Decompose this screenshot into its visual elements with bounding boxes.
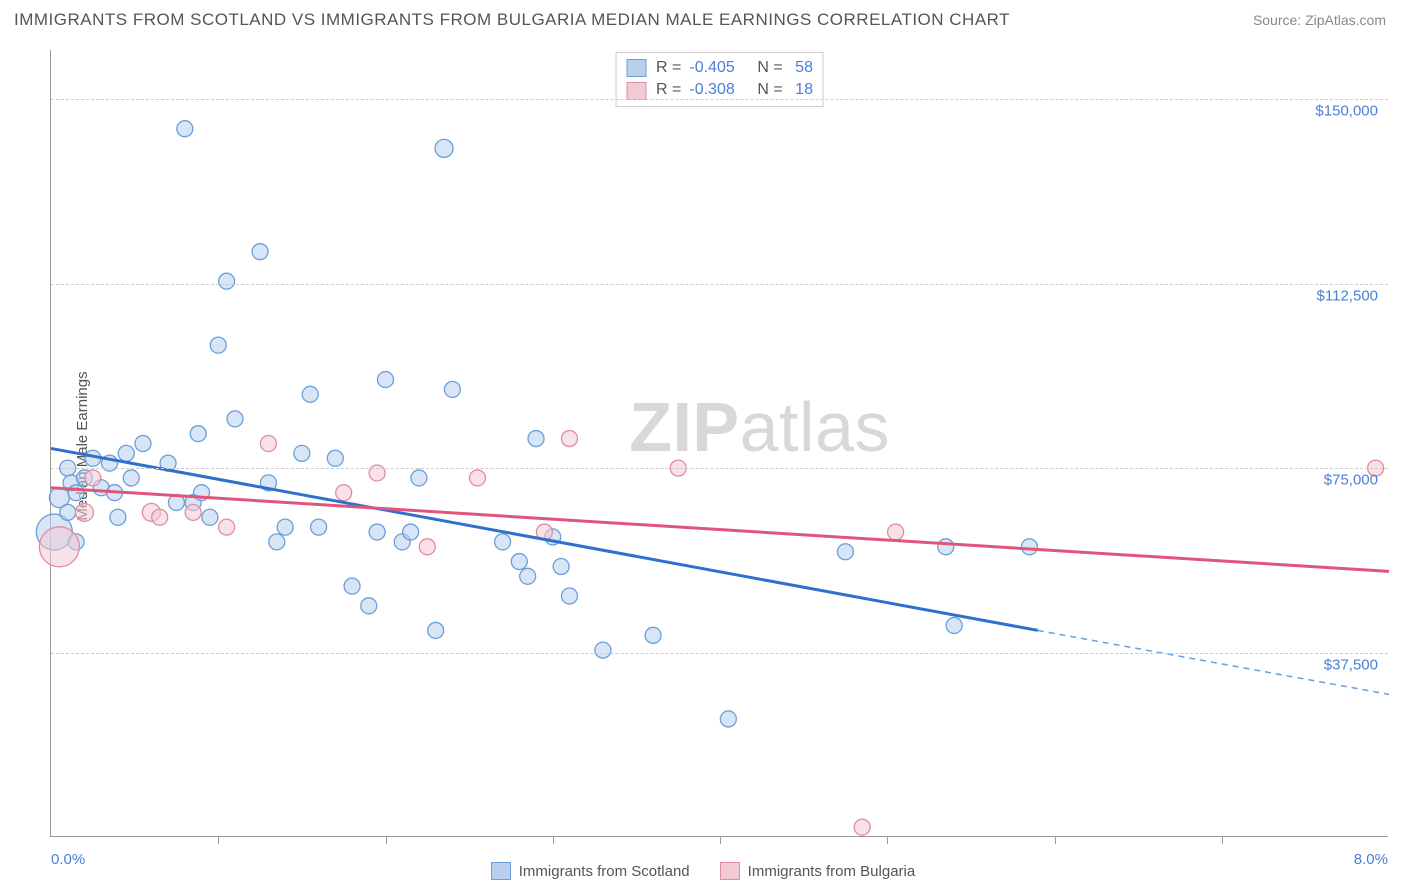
gridline [51,284,1388,285]
gridline [51,653,1388,654]
data-point [219,273,235,289]
legend-swatch [491,862,511,880]
data-point [419,539,435,555]
legend-label: Immigrants from Scotland [519,863,690,880]
data-point [428,622,444,638]
chart-header: IMMIGRANTS FROM SCOTLAND VS IMMIGRANTS F… [0,0,1406,36]
chart-plot-area: ZIPatlas R =-0.405N = 58R =-0.308N = 18 … [50,50,1388,837]
x-tick [553,836,554,844]
data-point [528,431,544,447]
data-point [227,411,243,427]
data-point [185,504,201,520]
data-point [269,534,285,550]
data-point [210,337,226,353]
series-swatch [626,59,646,77]
data-point [135,436,151,452]
data-point [311,519,327,535]
data-point [411,470,427,486]
stat-n-label: N = [757,57,782,79]
data-point [60,504,76,520]
y-tick-label: $150,000 [1315,103,1378,120]
data-point [511,554,527,570]
data-point [495,534,511,550]
y-tick-label: $37,500 [1324,656,1378,673]
data-point [177,121,193,137]
data-point [888,524,904,540]
trend-line [51,488,1389,572]
data-point [336,485,352,501]
data-point [39,527,79,567]
stat-r-label: R = [656,57,681,79]
chart-source: Source: ZipAtlas.com [1253,12,1386,28]
data-point [595,642,611,658]
x-tick [1055,836,1056,844]
data-point [378,372,394,388]
data-point [294,445,310,461]
legend-label: Immigrants from Bulgaria [748,863,916,880]
data-point [75,503,93,521]
data-point [110,509,126,525]
data-point [1021,539,1037,555]
stat-r-value: -0.405 [689,57,749,79]
data-point [553,558,569,574]
data-point [561,588,577,604]
data-point [202,509,218,525]
data-point [302,386,318,402]
series-swatch [626,82,646,100]
x-tick [1222,836,1223,844]
legend-item: Immigrants from Scotland [491,862,690,880]
data-point [277,519,293,535]
x-tick [218,836,219,844]
data-point [946,617,962,633]
data-point [252,244,268,260]
data-point [260,436,276,452]
data-point [469,470,485,486]
gridline [51,99,1388,100]
stat-n-value: 58 [791,57,813,79]
y-tick-label: $75,000 [1324,472,1378,489]
data-point [938,539,954,555]
data-point [645,627,661,643]
data-point [85,470,101,486]
data-point [118,445,134,461]
data-point [123,470,139,486]
chart-title: IMMIGRANTS FROM SCOTLAND VS IMMIGRANTS F… [14,10,1010,30]
data-point [444,381,460,397]
legend-swatch [720,862,740,880]
x-tick [720,836,721,844]
data-point [403,524,419,540]
x-tick [887,836,888,844]
data-point [369,524,385,540]
data-point [837,544,853,560]
gridline [51,468,1388,469]
bottom-legend: Immigrants from Scotland Immigrants from … [0,862,1406,880]
legend-item: Immigrants from Bulgaria [720,862,916,880]
chart-svg [51,50,1388,836]
stats-row: R = -0.405 N = 58 [626,57,813,79]
data-point [190,426,206,442]
data-point [361,598,377,614]
data-point [68,485,84,501]
data-point [854,819,870,835]
data-point [435,139,453,157]
y-tick-label: $112,500 [1317,287,1378,304]
x-tick [386,836,387,844]
data-point [561,431,577,447]
data-point [152,509,168,525]
data-point [219,519,235,535]
data-point [344,578,360,594]
data-point [520,568,536,584]
data-point [720,711,736,727]
data-point [327,450,343,466]
